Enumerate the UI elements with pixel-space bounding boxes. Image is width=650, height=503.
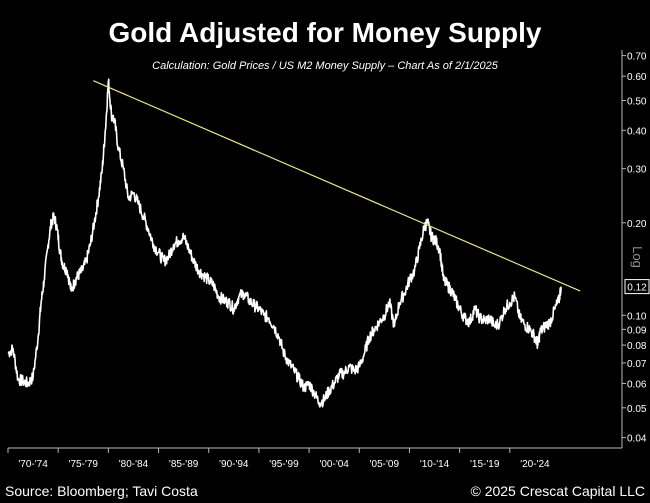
- y-tick-label: 0.70: [627, 52, 647, 63]
- y-tick-label: 0.20: [627, 219, 647, 230]
- y-tick-label: 0.05: [627, 404, 647, 415]
- log-scale-label: Log: [630, 246, 645, 268]
- y-tick-label: 0.08: [627, 341, 647, 352]
- y-tick-label: 0.10: [627, 311, 647, 322]
- last-value-label: 0.12: [627, 283, 647, 294]
- source-text: Source: Bloomberg; Tavi Costa: [5, 483, 198, 499]
- copyright-text: © 2025 Crescat Capital LLC: [470, 483, 645, 499]
- plot-layer: [7, 78, 581, 408]
- chart-title: Gold Adjusted for Money Supply: [109, 17, 542, 48]
- x-tick-label: '95-'99: [269, 459, 299, 470]
- series-line: [7, 78, 562, 408]
- x-tick-label: '15-'19: [470, 459, 500, 470]
- last-value-badge: 0.12: [624, 279, 650, 295]
- trendline: [93, 80, 581, 292]
- y-axis-ticks: 0.04 0.05 0.06 0.07 0.08 0.09 0.10 0.20 0.30 0.40…: [622, 52, 647, 445]
- y-tick-label: 0.40: [627, 126, 647, 137]
- x-tick-label: '90-'94: [219, 459, 249, 470]
- y-tick-label: 0.60: [627, 72, 647, 83]
- y-tick-label: 0.50: [627, 97, 647, 108]
- y-tick-label: 0.04: [627, 434, 647, 445]
- x-tick-label: '85-'89: [169, 459, 199, 470]
- y-tick-label: 0.07: [627, 359, 647, 370]
- x-tick-label: '75-'79: [69, 459, 99, 470]
- y-tick-label: 0.30: [627, 165, 647, 176]
- x-tick-label: '00-'04: [319, 459, 349, 470]
- last-value-box: [624, 279, 650, 295]
- x-tick-label: '05-'09: [370, 459, 400, 470]
- x-tick-label: '80-'84: [119, 459, 149, 470]
- x-tick-label: '20-'24: [520, 459, 550, 470]
- x-tick-label: '10-'14: [420, 459, 450, 470]
- x-axis-ticks: '70-'74 '75-'79 '80-'84 '85-'89 '90-'94 '95-'…: [7, 448, 550, 470]
- y-tick-label: 0.06: [627, 379, 647, 390]
- chart-subtitle: Calculation: Gold Prices / US M2 Money S…: [152, 60, 499, 72]
- x-tick-label: '70-'74: [18, 459, 48, 470]
- y-tick-label: 0.09: [627, 325, 647, 336]
